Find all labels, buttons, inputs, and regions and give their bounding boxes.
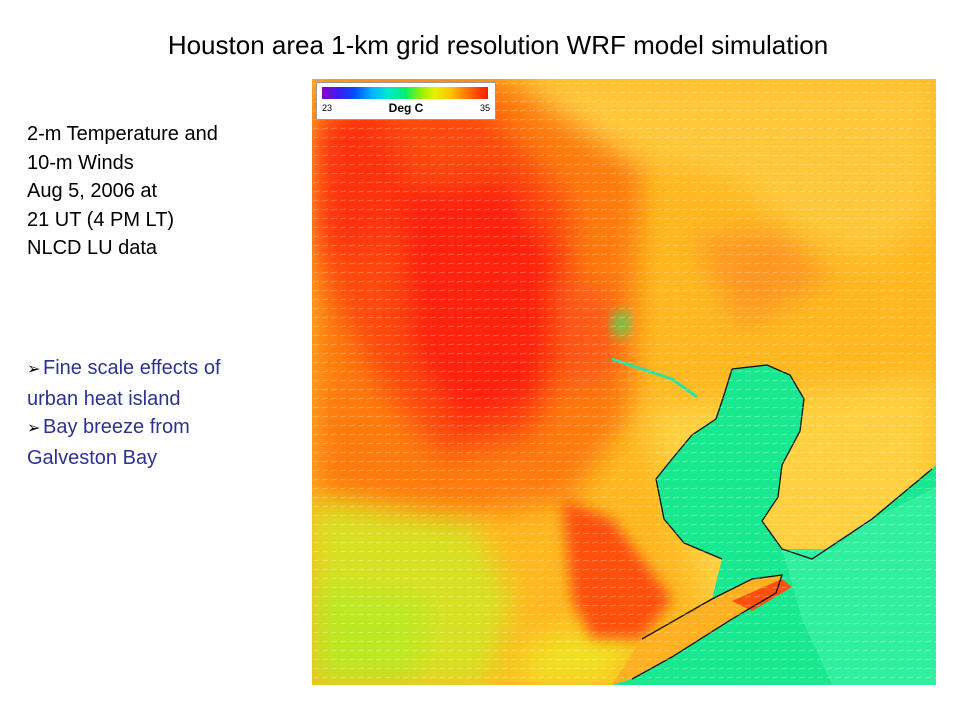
colorbar-min-label: 23: [322, 103, 333, 113]
info-line: 10-m Winds: [27, 151, 134, 174]
colorbar-max-label: 35: [479, 103, 490, 113]
list-item: ➢ Fine scale effects of urban heat island: [27, 357, 221, 410]
simulation-info: 2-m Temperature and 10-m Winds Aug 5, 20…: [27, 120, 218, 263]
colorbar-gradient: [322, 87, 488, 99]
arrow-bullet-icon: ➢: [27, 361, 41, 378]
colorbar-unit-label: Deg C: [388, 101, 424, 115]
temperature-colorbar: 23 Deg C 35: [316, 82, 496, 120]
info-line: 2-m Temperature and: [27, 123, 218, 145]
map-graphic: [312, 79, 936, 685]
temperature-map: [312, 79, 936, 685]
arrow-bullet-icon: ➢: [27, 420, 41, 437]
info-line: 21 UT (4 PM LT): [27, 208, 175, 231]
findings-list: ➢ Fine scale effects of urban heat island…: [27, 354, 221, 472]
info-line: NLCD LU data: [27, 237, 158, 259]
info-line: Aug 5, 2006 at: [27, 180, 158, 202]
slide-title: Houston area 1-km grid resolution WRF mo…: [167, 30, 829, 60]
list-item: ➢ Bay breeze from Galveston Bay: [27, 416, 190, 469]
